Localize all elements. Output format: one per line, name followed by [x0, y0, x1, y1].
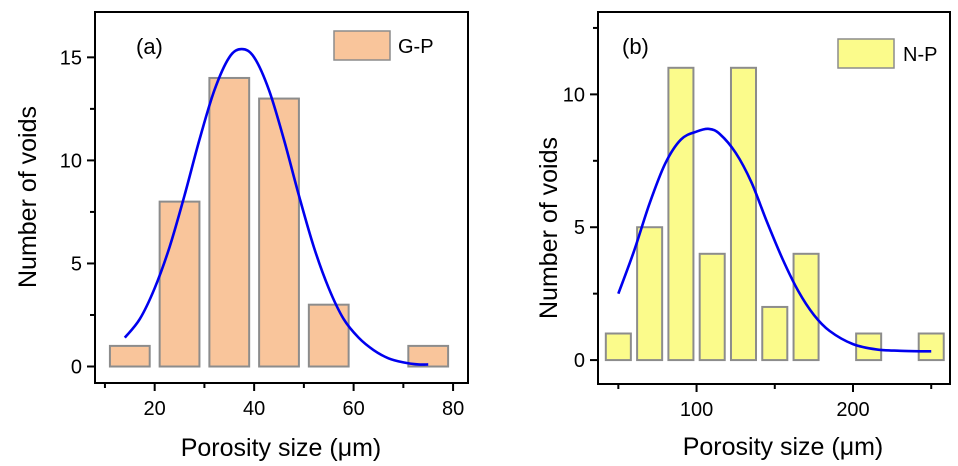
y-tick-label: 0 [574, 350, 585, 372]
x-tick-label: 200 [836, 399, 869, 421]
panel-a: 20 40 60 80 0 5 10 15 (a) G-P Porosity size (μ… [14, 11, 469, 462]
x-tick-label: 80 [442, 398, 464, 420]
y-tick-label: 5 [574, 217, 585, 239]
panel-a-x-axis-label: Porosity size (μm) [181, 434, 382, 462]
y-tick-label: 10 [563, 84, 585, 106]
panel-b-y-axis-label: Number of voids [535, 137, 563, 319]
panel-b-x-axis-label: Porosity size (μm) [683, 433, 884, 461]
panel-b-legend-label: N-P [903, 44, 937, 66]
panel-b-label: (b) [622, 34, 649, 59]
panel-a-fit-curve [123, 47, 429, 366]
y-tick-label: 15 [60, 47, 82, 69]
bar [604, 332, 632, 362]
bar [698, 252, 726, 362]
bar [208, 76, 251, 368]
x-tick-label: 100 [680, 399, 713, 421]
x-tick-label: 40 [243, 398, 265, 420]
bar [307, 303, 350, 368]
bar [636, 226, 664, 362]
bar [667, 66, 695, 362]
bar [158, 200, 201, 368]
panel-b-y-ticks: 0 5 10 [563, 26, 598, 372]
bar [792, 252, 820, 362]
panel-b-bars [604, 66, 945, 362]
x-tick-label: 60 [342, 398, 364, 420]
y-tick-label: 0 [71, 357, 82, 379]
panel-a-legend-swatch [333, 30, 391, 61]
bar [761, 305, 789, 362]
bar [258, 97, 300, 368]
panel-b-legend-swatch [837, 38, 895, 69]
panel-a-x-ticks: 20 40 60 80 [103, 383, 464, 420]
bar [407, 344, 450, 368]
panel-a-y-ticks: 0 5 10 15 [60, 47, 95, 379]
panel-b: 100 200 0 5 10 (b) N-P Porosity size (μm) N… [535, 11, 951, 461]
panel-a-label: (a) [136, 34, 163, 59]
y-tick-label: 10 [60, 150, 82, 172]
panel-b-x-ticks: 100 200 [617, 384, 933, 421]
panel-a-y-axis-label: Number of voids [14, 106, 42, 288]
bar [917, 332, 945, 362]
x-tick-label: 20 [144, 398, 166, 420]
panel-a-bars [108, 76, 450, 368]
bar [108, 344, 151, 368]
panel-a-legend-label: G-P [398, 36, 434, 58]
bar [729, 66, 758, 362]
y-tick-label: 5 [71, 253, 82, 275]
panel-b-fit-curve [617, 127, 932, 353]
panel-a-plot-frame [94, 11, 469, 384]
